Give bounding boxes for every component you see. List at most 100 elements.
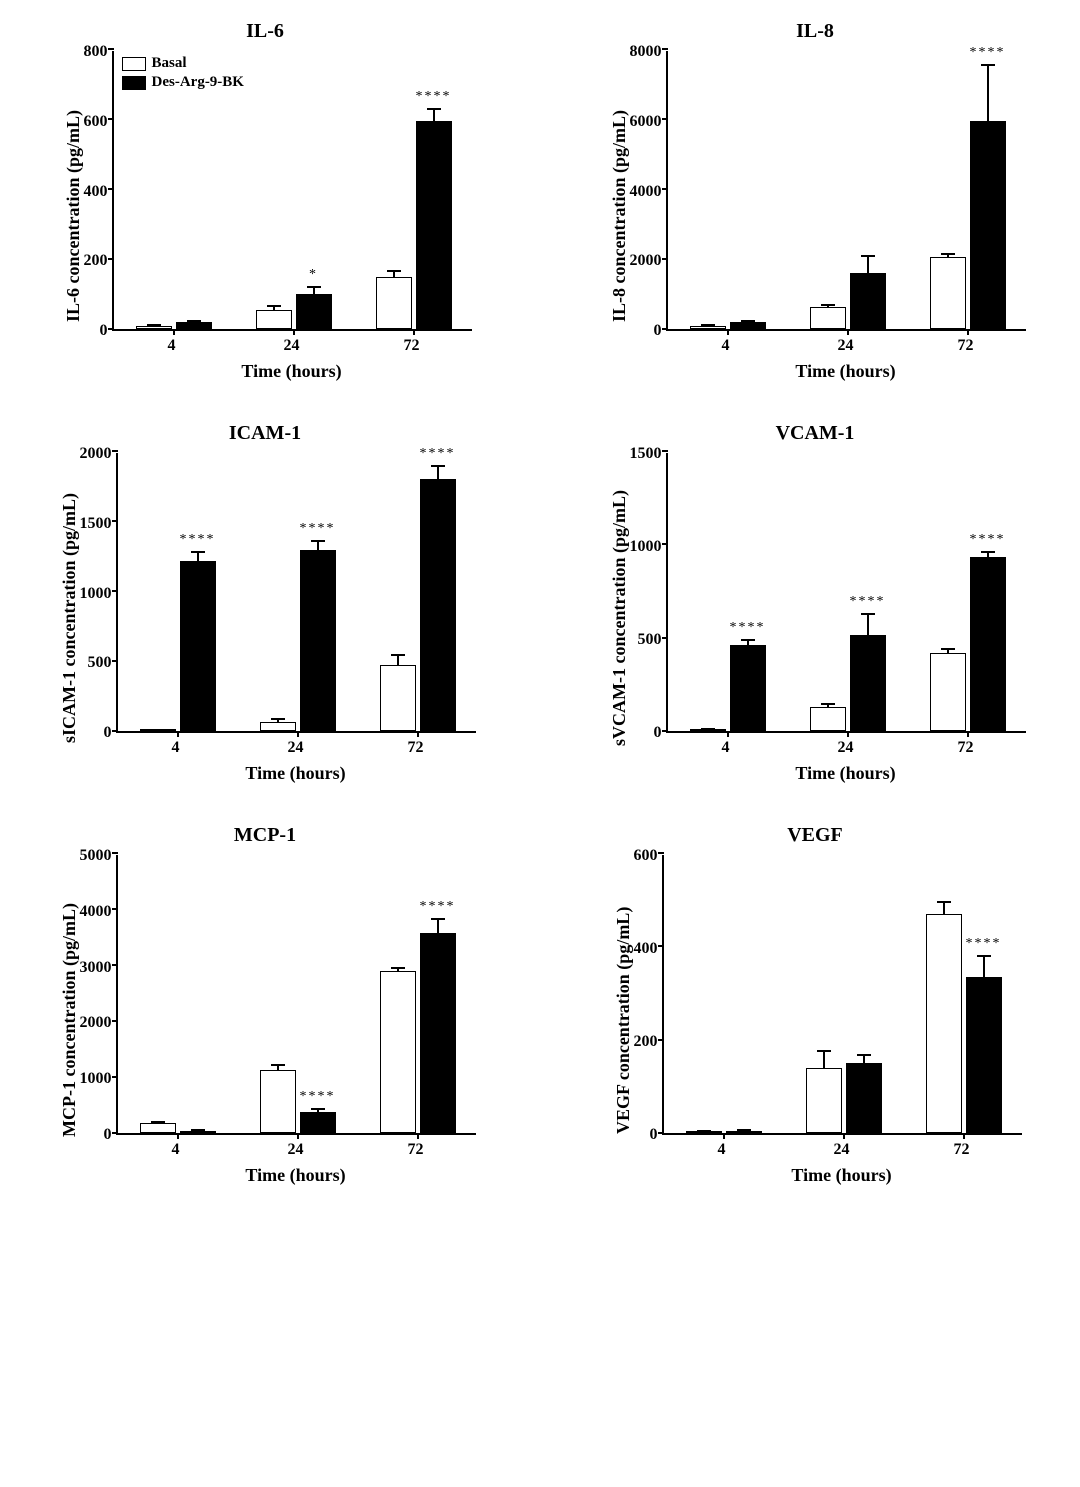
x-ticks: 42472 [666,733,1026,757]
error-cap [187,320,201,322]
error-cap [391,654,405,656]
bar-basal [380,665,416,731]
y-tick-label: 400 [84,191,108,192]
bar-basal [140,1123,176,1133]
significance-marker: **** [420,446,456,462]
bar-treated [300,1112,336,1133]
significance-marker: **** [970,532,1006,548]
x-tick-label: 24 [786,739,906,757]
error-bar [313,287,315,294]
y-ticks: 500040003000200010000 [80,855,116,1135]
panel-vcam1: VCAM-1sVCAM-1 concentration (pg/mL)15001… [570,422,1060,784]
error-cap [701,324,715,326]
error-cap [981,64,995,66]
error-bar [823,1051,825,1067]
y-tick-mark [112,520,118,522]
error-bar [867,614,869,635]
error-cap [741,320,755,322]
y-tick-mark [662,188,668,190]
x-ticks: 42472 [666,331,1026,355]
bar-treated [970,557,1006,731]
panel-mcp1: MCP-1MCP-1 concentration (pg/mL)50004000… [20,824,510,1186]
y-tick-label: 200 [634,1041,658,1042]
y-tick-mark [662,258,668,260]
bar-treated [420,479,456,731]
x-tick-mark [297,1133,299,1139]
x-tick-label: 24 [236,739,356,757]
x-tick-label: 4 [112,337,232,355]
plot-column: ****42472Time (hours) [662,855,1022,1186]
error-cap [151,729,165,731]
y-tick-mark [662,48,668,50]
error-cap [701,728,715,730]
x-tick-label: 72 [356,739,476,757]
chart-wrap: IL-8 concentration (pg/mL)80006000400020… [605,51,1026,382]
bar-basal [926,914,962,1133]
plot-column: ************42472Time (hours) [666,453,1026,784]
bar-basal [260,722,296,731]
error-cap [311,540,325,542]
bar-treated [176,322,212,329]
bar-basal [930,653,966,731]
y-axis-label: IL-6 concentration (pg/mL) [59,51,84,382]
y-ticks: 2000150010005000 [80,453,116,733]
error-cap [431,465,445,467]
error-cap [191,551,205,553]
y-tick-mark [108,48,114,50]
y-tick-label: 0 [104,1134,112,1135]
x-tick-label: 24 [232,337,352,355]
legend-label: Des-Arg-9-BK [152,74,244,91]
y-tick-label: 0 [104,732,112,733]
error-bar [863,1055,865,1063]
y-tick-mark [112,590,118,592]
bar-basal [380,971,416,1133]
x-axis-label: Time (hours) [116,1165,476,1186]
y-tick-mark [658,945,664,947]
y-tick-block: 8006004002000 [84,51,112,382]
bar-treated [730,322,766,329]
legend-label: Basal [152,55,187,72]
bar-treated [966,977,1002,1133]
panel-title: MCP-1 [234,824,296,847]
bar-basal [136,326,172,330]
y-tick-label: 0 [650,1134,658,1135]
error-bar [987,65,989,121]
error-bar [437,919,439,933]
error-cap [861,255,875,257]
y-tick-label: 1000 [80,1078,112,1079]
error-cap [271,718,285,720]
bar-basal [260,1070,296,1133]
x-tick-label: 4 [116,739,236,757]
y-tick-block: 150010005000 [630,453,666,784]
error-bar [397,655,399,666]
panel-il8: IL-8IL-8 concentration (pg/mL)8000600040… [570,20,1060,382]
error-cap [857,1054,871,1056]
error-cap [387,270,401,272]
y-tick-mark [658,1132,664,1134]
y-tick-mark [658,1039,664,1041]
y-tick-mark [108,328,114,330]
plot-column: ********42472Time (hours) [116,855,476,1186]
error-bar [437,466,439,479]
y-tick-label: 4000 [80,911,112,912]
error-cap [267,305,281,307]
y-tick-mark [112,1076,118,1078]
x-axis-label: Time (hours) [116,763,476,784]
y-tick-mark [112,730,118,732]
y-tick-mark [662,543,668,545]
error-bar [317,541,319,549]
plot-column: ****42472Time (hours) [666,51,1026,382]
y-tick-mark [662,730,668,732]
bar-basal [376,277,412,330]
y-tick-label: 0 [100,330,108,331]
y-tick-block: 80006000400020000 [630,51,666,382]
error-cap [427,108,441,110]
y-tick-block: 500040003000200010000 [80,855,116,1186]
y-tick-label: 5000 [80,855,112,856]
x-tick-label: 72 [356,1141,476,1159]
x-tick-mark [297,731,299,737]
x-tick-label: 4 [666,337,786,355]
bar-basal [806,1068,842,1133]
x-axis-label: Time (hours) [666,763,1026,784]
y-tick-block: 2000150010005000 [80,453,116,784]
